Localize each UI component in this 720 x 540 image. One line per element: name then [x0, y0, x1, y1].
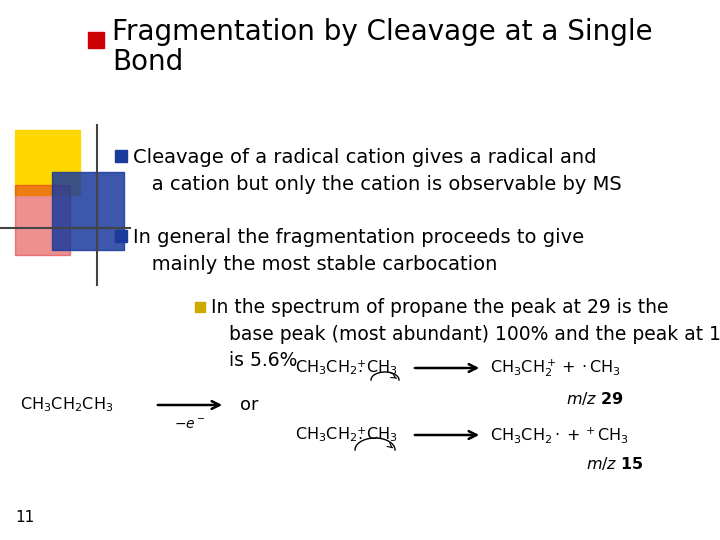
Bar — [52, 172, 124, 250]
Text: Cleavage of a radical cation gives a radical and
   a cation but only the cation: Cleavage of a radical cation gives a rad… — [133, 148, 622, 193]
Text: In general the fragmentation proceeds to give
   mainly the most stable carbocat: In general the fragmentation proceeds to… — [133, 228, 584, 273]
Bar — [88, 32, 104, 48]
Text: $\mathsf{CH_3CH_2CH_3}$: $\mathsf{CH_3CH_2CH_3}$ — [20, 396, 113, 414]
Bar — [115, 230, 127, 242]
Text: or: or — [240, 396, 258, 414]
Text: $\mathsf{CH_3CH_2\overset{+}{\underset{}{.}}CH_3}$: $\mathsf{CH_3CH_2\overset{+}{\underset{}… — [295, 359, 397, 377]
Text: $\mathit{-e^-}$: $\mathit{-e^-}$ — [174, 418, 206, 432]
Text: $\mathit{m/z}$ $\mathbf{29}$: $\mathit{m/z}$ $\mathbf{29}$ — [567, 390, 624, 407]
Text: Fragmentation by Cleavage at a Single: Fragmentation by Cleavage at a Single — [112, 18, 652, 46]
Bar — [15, 185, 70, 255]
Text: 11: 11 — [15, 510, 35, 525]
Text: $\mathsf{CH_3CH_2\overset{+}{\underset{}{.}}CH_3}$: $\mathsf{CH_3CH_2\overset{+}{\underset{}… — [295, 426, 397, 444]
Text: $\mathsf{CH_3CH_2^+ + \cdot CH_3}$: $\mathsf{CH_3CH_2^+ + \cdot CH_3}$ — [490, 357, 621, 379]
Bar — [195, 302, 205, 312]
Text: In the spectrum of propane the peak at 29 is the
   base peak (most abundant) 10: In the spectrum of propane the peak at 2… — [211, 298, 720, 370]
Text: Bond: Bond — [112, 48, 184, 76]
Text: $\mathsf{CH_3CH_2\cdot + {^+}CH_3}$: $\mathsf{CH_3CH_2\cdot + {^+}CH_3}$ — [490, 425, 629, 445]
Text: $\mathit{m/z}$ $\mathbf{15}$: $\mathit{m/z}$ $\mathbf{15}$ — [586, 455, 644, 472]
Bar — [115, 150, 127, 162]
Bar — [15, 130, 80, 195]
